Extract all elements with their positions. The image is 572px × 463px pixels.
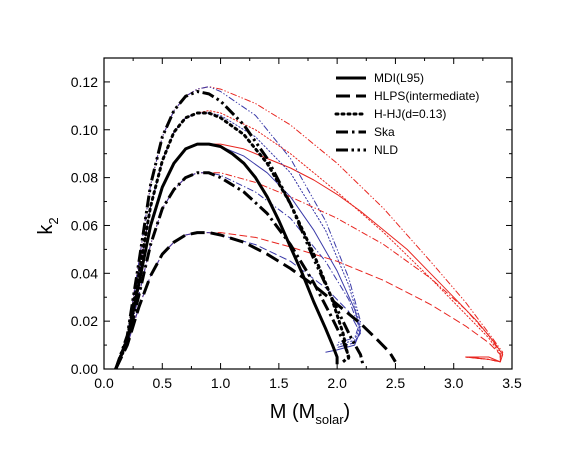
series-line-mdi-l95 — [115, 143, 504, 369]
legend-label: MDI(L95) — [374, 71, 424, 85]
series-line-nld — [115, 86, 361, 369]
legend-label: HLPS(intermediate) — [374, 89, 479, 103]
x-tick-label: 2.0 — [327, 375, 347, 391]
series-line-h-hj-d-0-13 — [114, 111, 351, 369]
legend-label: Ska — [374, 125, 395, 139]
x-tick-label: 0.0 — [94, 375, 114, 391]
y-tick-label: 0.10 — [71, 122, 98, 138]
y-axis-title-main: k — [35, 224, 57, 235]
axes-layer: 0.0 0.5 1.0 1.5 2.0 2.5 3.0 3.5 0.00 0.02 0.04 0.06… — [71, 57, 522, 391]
series-line-mdi-l95 — [114, 142, 339, 369]
y-tick-label: 0.00 — [71, 361, 98, 377]
legend-label: H-HJ(d=0.13) — [374, 107, 446, 121]
y-tick-label: 0.06 — [71, 217, 98, 233]
x-tick-label: 3.0 — [444, 375, 464, 391]
y-tick-label: 0.08 — [71, 170, 98, 186]
series-line-ska — [115, 172, 501, 369]
series-line-hlps-intermediate — [114, 231, 397, 369]
y-axis-title: k2 — [35, 217, 61, 234]
x-axis-title: M (Msolar) — [270, 401, 350, 427]
series-line-nld — [114, 90, 365, 369]
y-tick-label: 0.02 — [71, 313, 98, 329]
y-tick-label: 0.12 — [71, 74, 98, 90]
x-tick-label: 1.5 — [269, 375, 289, 391]
plot-area — [103, 57, 513, 370]
y-axis-title-sub: 2 — [46, 217, 61, 224]
y-tick-label: 0.04 — [71, 265, 98, 281]
series-line-nld — [115, 86, 504, 369]
x-axis-title-close: ) — [344, 401, 351, 423]
series-line-ska — [114, 171, 351, 369]
x-axis-title-main: M (M — [270, 401, 316, 423]
series-line-h-hj-d-0-13 — [115, 110, 501, 369]
x-tick-label: 3.5 — [502, 375, 522, 391]
legend-label: NLD — [374, 143, 398, 157]
x-tick-label: 0.5 — [153, 375, 173, 391]
x-axis-title-sub: solar — [315, 412, 344, 427]
series-line-hlps-intermediate — [115, 232, 501, 369]
x-tick-label: 1.0 — [211, 375, 231, 391]
x-tick-label: 2.5 — [386, 375, 406, 391]
series-layer — [114, 86, 504, 369]
legend: MDI(L95) HLPS(intermediate) H-HJ(d=0.13) Sk… — [334, 71, 479, 157]
series-line-ska — [115, 172, 361, 369]
